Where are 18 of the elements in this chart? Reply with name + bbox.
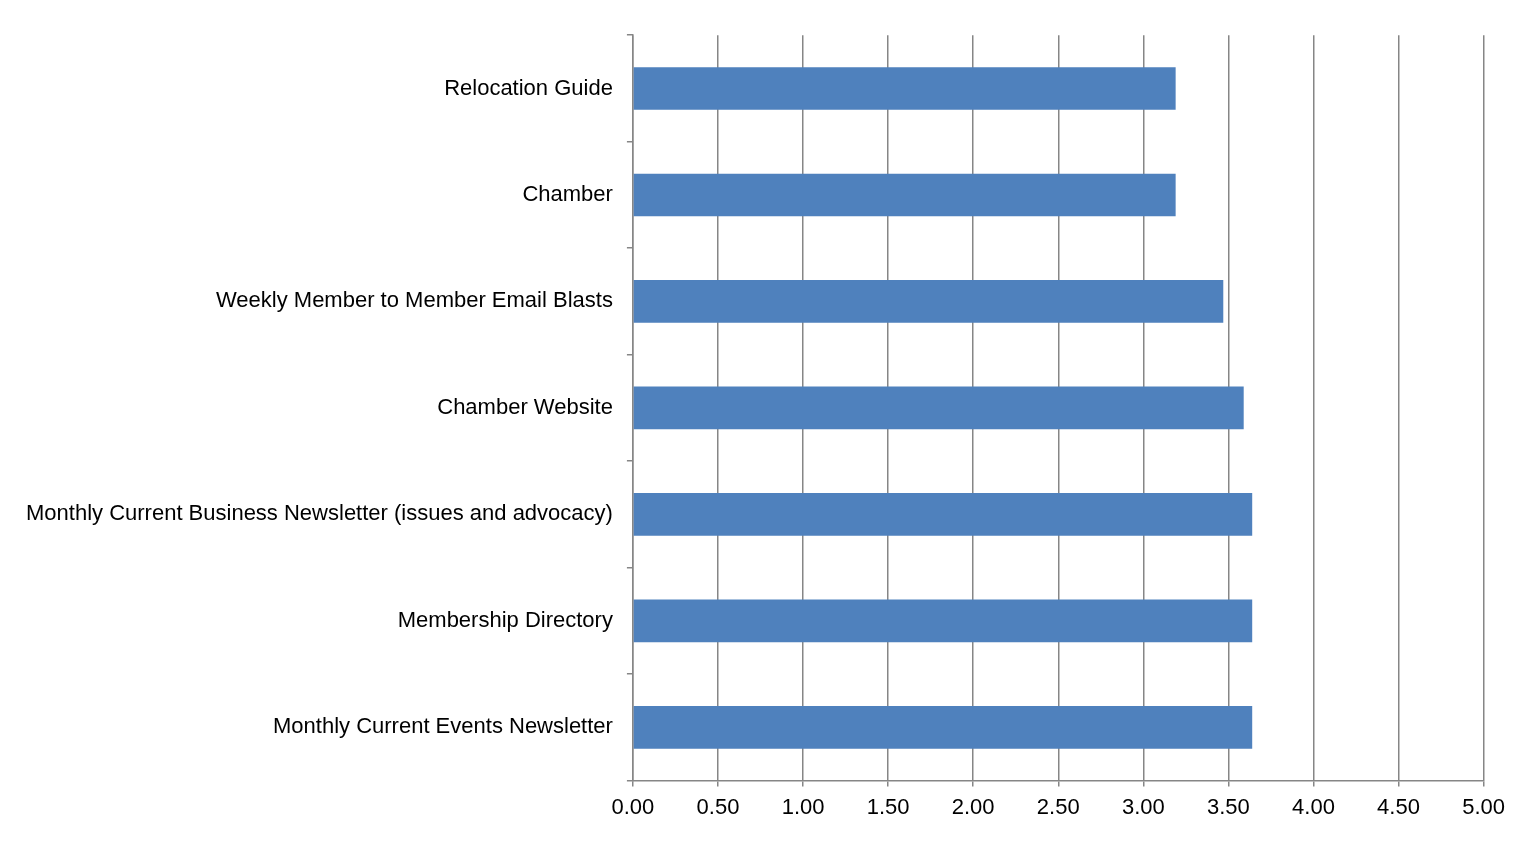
x-tick-label: 4.00	[1292, 793, 1335, 819]
y-tick-label: Monthly Current Events Newsletter	[273, 713, 613, 739]
x-tick-label: 2.50	[1036, 793, 1080, 819]
y-tick-label: Chamber Website	[437, 393, 613, 419]
x-tick-label: 4.50	[1377, 793, 1420, 819]
x-tick-label: 5.00	[1462, 793, 1505, 819]
y-tick-label: Membership Directory	[397, 606, 613, 632]
y-tick-label: Relocation Guide	[444, 74, 613, 100]
y-tick-label: Monthly Current Business Newsletter (issues and advocacy)	[25, 500, 613, 526]
x-tick-label: 3.50	[1206, 793, 1250, 819]
x-tick-label: 2.00	[951, 793, 995, 819]
x-tick-label: 1.50	[866, 793, 910, 819]
x-tick-label: 0.50	[696, 793, 740, 819]
y-tick-label: Weekly Member to Member Email Blasts	[215, 287, 613, 313]
x-tick-label: 1.00	[781, 793, 825, 819]
x-tick-label: 3.00	[1121, 793, 1165, 819]
x-tick-label: 0.00	[611, 793, 655, 819]
y-tick-label: Chamber	[522, 180, 613, 206]
